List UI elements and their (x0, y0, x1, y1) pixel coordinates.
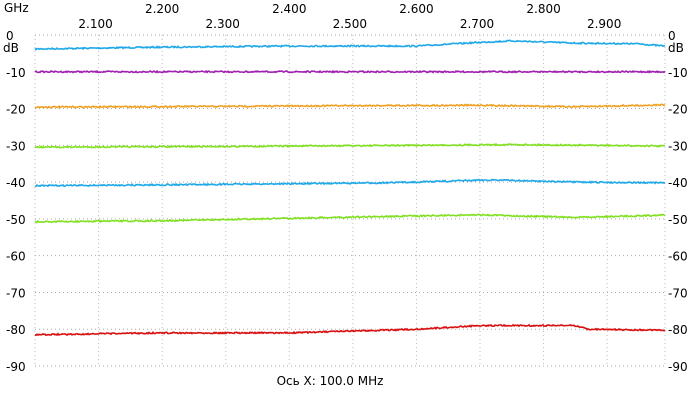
x-tick-lower-0: 2.100 (78, 17, 112, 31)
y-tick-right-2: -20 (668, 103, 688, 117)
series-trace-1 (34, 39, 666, 51)
x-tick-lower-1: 2.300 (206, 17, 240, 31)
y-tick-right-8: -80 (668, 323, 688, 337)
y-tick-right-7: -70 (668, 286, 688, 300)
series-trace-5 (34, 178, 666, 188)
y-tick-right-9: -90 (668, 360, 688, 374)
series-trace-4 (34, 142, 666, 149)
y-tick-left-0: 0 (6, 29, 14, 43)
y-tick-right-1: -10 (668, 66, 688, 80)
y-tick-left-3: -30 (6, 139, 26, 153)
y-tick-right-0: 0 (668, 29, 676, 43)
series-trace-6 (34, 213, 666, 224)
x-tick-lower-2: 2.500 (333, 17, 367, 31)
y-tick-left-9: -90 (6, 360, 26, 374)
y-tick-left-1: -10 (6, 66, 26, 80)
y-unit-label-left: dB (3, 41, 19, 55)
y-tick-right-3: -30 (668, 139, 688, 153)
y-tick-left-2: -20 (6, 103, 26, 117)
x-tick-upper-1: 2.400 (272, 2, 306, 16)
y-tick-right-6: -60 (668, 250, 688, 264)
x-tick-lower-3: 2.700 (460, 17, 494, 31)
y-tick-left-6: -60 (6, 250, 26, 264)
x-tick-upper-2: 2.600 (399, 2, 433, 16)
y-unit-label-right: dB (668, 41, 684, 55)
y-tick-left-7: -70 (6, 286, 26, 300)
x-axis-caption: Ось X: 100.0 MHz (277, 374, 384, 388)
series-trace-2 (34, 69, 666, 74)
series-trace-3 (34, 103, 666, 109)
x-tick-upper-0: 2.200 (145, 2, 179, 16)
series-trace-7 (34, 323, 666, 337)
y-tick-left-5: -50 (6, 213, 26, 227)
y-tick-right-5: -50 (668, 213, 688, 227)
x-unit-label: GHz (4, 1, 29, 15)
x-tick-lower-4: 2.900 (587, 17, 621, 31)
x-tick-upper-3: 2.800 (526, 2, 560, 16)
y-tick-left-8: -80 (6, 323, 26, 337)
y-tick-right-4: -40 (668, 176, 688, 190)
y-tick-left-4: -40 (6, 176, 26, 190)
